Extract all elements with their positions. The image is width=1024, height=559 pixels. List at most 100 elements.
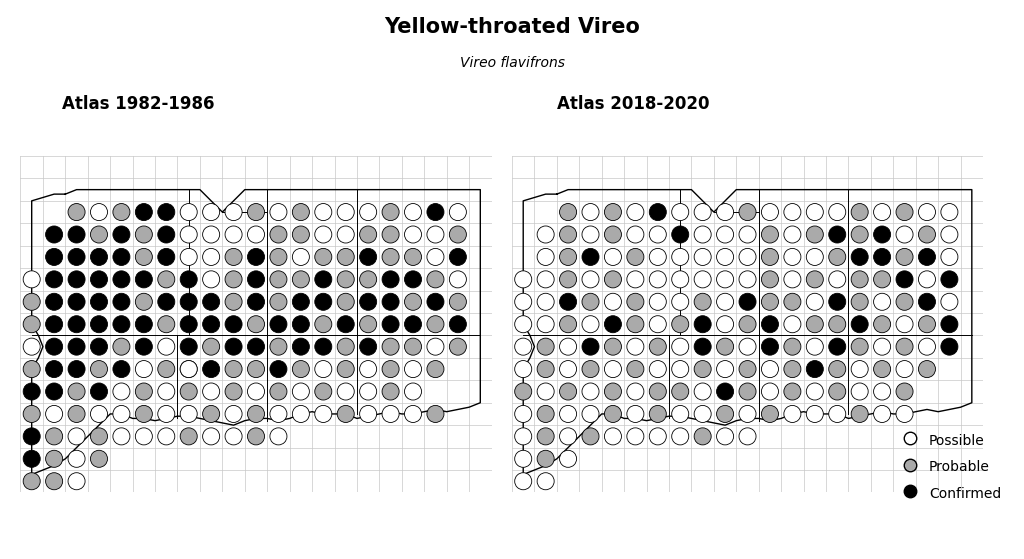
Circle shape (717, 226, 733, 243)
Circle shape (24, 451, 40, 467)
Circle shape (538, 428, 554, 445)
Circle shape (559, 316, 577, 333)
Circle shape (68, 428, 85, 445)
Legend: Possible, Probable, Confirmed: Possible, Probable, Confirmed (896, 426, 1007, 508)
Circle shape (919, 271, 936, 288)
Circle shape (559, 451, 577, 467)
Circle shape (627, 271, 644, 288)
Circle shape (694, 316, 712, 333)
Circle shape (135, 203, 153, 221)
Circle shape (559, 428, 577, 445)
Circle shape (90, 361, 108, 378)
Circle shape (941, 338, 957, 355)
Circle shape (427, 293, 444, 310)
Circle shape (68, 473, 85, 490)
Circle shape (382, 361, 399, 378)
Circle shape (851, 203, 868, 221)
Circle shape (270, 361, 287, 378)
Circle shape (941, 248, 957, 266)
Circle shape (90, 316, 108, 333)
Circle shape (604, 338, 622, 355)
Circle shape (158, 248, 175, 266)
Circle shape (828, 383, 846, 400)
Circle shape (270, 383, 287, 400)
Circle shape (314, 383, 332, 400)
Circle shape (382, 226, 399, 243)
Circle shape (24, 338, 40, 355)
Circle shape (873, 248, 891, 266)
Circle shape (762, 316, 778, 333)
Circle shape (270, 226, 287, 243)
Circle shape (783, 338, 801, 355)
Circle shape (337, 405, 354, 423)
Circle shape (450, 293, 466, 310)
Circle shape (783, 316, 801, 333)
Circle shape (270, 316, 287, 333)
Circle shape (649, 226, 667, 243)
Text: Yellow-throated Vireo: Yellow-throated Vireo (384, 17, 640, 37)
Circle shape (180, 361, 198, 378)
Circle shape (135, 293, 153, 310)
Circle shape (806, 405, 823, 423)
Circle shape (896, 361, 913, 378)
Circle shape (203, 248, 220, 266)
Circle shape (248, 405, 264, 423)
Circle shape (359, 226, 377, 243)
Circle shape (694, 226, 712, 243)
Circle shape (739, 226, 756, 243)
Circle shape (225, 316, 242, 333)
Circle shape (649, 383, 667, 400)
Circle shape (314, 405, 332, 423)
Circle shape (68, 293, 85, 310)
Circle shape (873, 361, 891, 378)
Circle shape (90, 451, 108, 467)
Circle shape (649, 293, 667, 310)
Circle shape (896, 383, 913, 400)
Circle shape (538, 405, 554, 423)
Circle shape (672, 271, 689, 288)
Circle shape (717, 428, 733, 445)
Circle shape (90, 338, 108, 355)
Circle shape (337, 316, 354, 333)
Circle shape (717, 293, 733, 310)
Circle shape (717, 383, 733, 400)
Circle shape (450, 271, 466, 288)
Circle shape (270, 203, 287, 221)
Circle shape (359, 383, 377, 400)
Circle shape (717, 271, 733, 288)
Circle shape (382, 383, 399, 400)
Circle shape (627, 361, 644, 378)
Circle shape (203, 271, 220, 288)
Circle shape (427, 338, 444, 355)
Circle shape (314, 226, 332, 243)
Circle shape (604, 316, 622, 333)
Circle shape (46, 293, 62, 310)
Circle shape (694, 248, 712, 266)
Circle shape (203, 226, 220, 243)
Circle shape (203, 338, 220, 355)
Circle shape (24, 316, 40, 333)
Circle shape (450, 316, 466, 333)
Circle shape (672, 361, 689, 378)
Circle shape (694, 428, 712, 445)
Circle shape (538, 383, 554, 400)
Circle shape (649, 203, 667, 221)
Circle shape (694, 405, 712, 423)
Circle shape (135, 248, 153, 266)
Circle shape (46, 271, 62, 288)
Circle shape (382, 248, 399, 266)
Circle shape (873, 293, 891, 310)
Circle shape (538, 473, 554, 490)
Circle shape (68, 203, 85, 221)
Circle shape (158, 316, 175, 333)
Circle shape (90, 405, 108, 423)
Circle shape (739, 428, 756, 445)
Circle shape (627, 428, 644, 445)
Circle shape (46, 316, 62, 333)
Circle shape (314, 338, 332, 355)
Circle shape (158, 271, 175, 288)
Circle shape (359, 293, 377, 310)
Circle shape (68, 451, 85, 467)
Circle shape (382, 203, 399, 221)
Circle shape (806, 383, 823, 400)
